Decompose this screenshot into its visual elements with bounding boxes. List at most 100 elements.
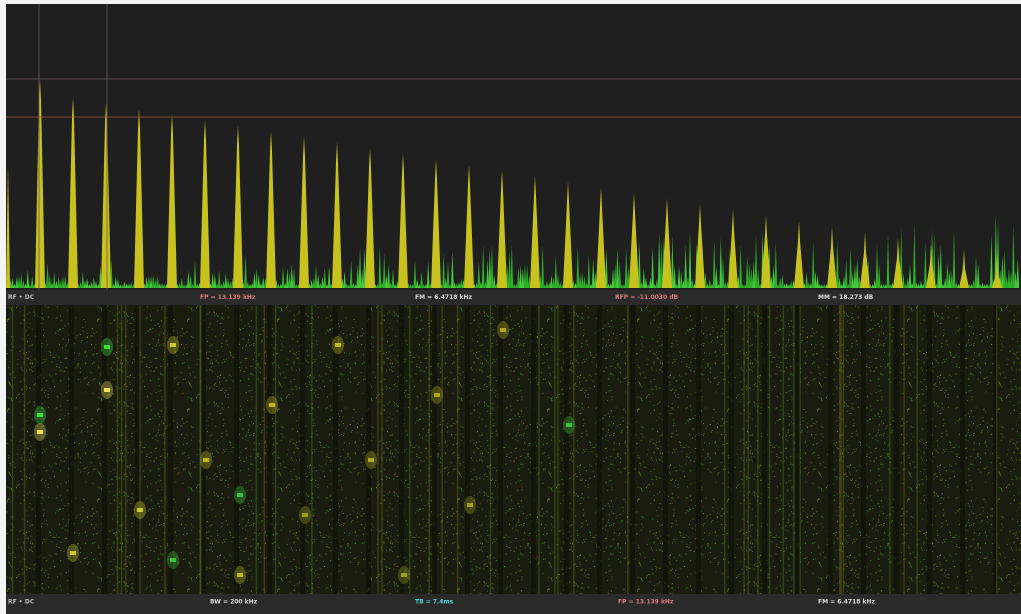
- trace: [538, 305, 540, 594]
- noise-peak: [915, 282, 918, 288]
- stripe: [201, 305, 206, 594]
- noise-peak: [787, 283, 791, 288]
- noise-peak: [976, 264, 980, 288]
- noise-peak: [624, 246, 628, 288]
- harmonic-peak: [794, 220, 804, 288]
- harmonic-peak: [68, 97, 78, 288]
- noise-peak: [585, 282, 588, 288]
- noise-peak: [908, 264, 912, 288]
- status-bar: [6, 290, 1021, 305]
- noise-peak: [657, 232, 661, 288]
- harmonic-peak: [695, 204, 705, 288]
- signal: [335, 343, 341, 347]
- trace: [723, 305, 726, 594]
- noise-peak: [94, 281, 98, 288]
- noise-peak: [512, 283, 516, 288]
- stripe: [498, 305, 503, 594]
- noise-peak: [63, 276, 67, 288]
- noise-peak: [248, 283, 252, 288]
- noise-peak: [426, 261, 430, 288]
- noise-peak: [1005, 274, 1009, 288]
- noise-peak: [954, 282, 958, 288]
- noise-peak: [389, 281, 393, 288]
- noise-peak: [587, 254, 591, 288]
- noise-peak: [684, 244, 687, 288]
- noise-peak: [772, 265, 775, 288]
- noise-peak: [675, 283, 679, 288]
- noise-peak: [281, 266, 285, 288]
- noise-peak: [919, 280, 923, 288]
- trace: [311, 305, 313, 594]
- noise-peak: [486, 259, 489, 288]
- stripe: [795, 305, 800, 594]
- noise-peak: [259, 283, 263, 288]
- harmonic-peak: [728, 209, 738, 288]
- noise-peak: [121, 283, 124, 288]
- trace: [768, 305, 771, 594]
- noise-peak: [46, 263, 49, 288]
- noise-peak: [316, 274, 320, 288]
- noise-peak: [99, 265, 102, 288]
- noise-peak: [906, 277, 910, 288]
- noise-peak: [226, 277, 230, 288]
- stripe: [36, 305, 41, 594]
- noise-peak: [1003, 249, 1006, 288]
- noise-peak: [877, 263, 881, 288]
- noise-peak: [1016, 258, 1020, 288]
- stripe: [234, 305, 239, 594]
- noise-peak: [805, 271, 808, 288]
- noise-peak: [853, 264, 857, 288]
- noise-peak: [721, 257, 725, 288]
- signal: [401, 573, 407, 577]
- status-label: FM = 6.4718 kHz: [415, 294, 473, 301]
- noise-peak: [688, 232, 692, 288]
- noise-peak: [382, 252, 386, 288]
- signal: [467, 503, 473, 507]
- noise-peak: [943, 277, 947, 288]
- noise-peak: [785, 282, 789, 288]
- noise-peak: [457, 282, 461, 288]
- noise-peak: [22, 279, 25, 288]
- noise-peak: [195, 283, 199, 288]
- noise-peak: [118, 283, 122, 288]
- signal: [104, 345, 110, 349]
- stripe: [531, 305, 536, 594]
- noise-peak: [81, 271, 85, 288]
- noise-peak: [849, 246, 852, 288]
- noise-peak: [490, 244, 494, 288]
- noise-peak: [310, 279, 313, 288]
- spectrum-trace: [6, 80, 1020, 289]
- noise-peak: [851, 272, 855, 288]
- noise-peak: [127, 283, 131, 288]
- noise-peak: [583, 275, 586, 288]
- noise-peak: [114, 276, 118, 288]
- harmonic-peak: [497, 170, 507, 288]
- status-label: FM = 6.4718 kHz: [818, 599, 876, 606]
- noise-peak: [279, 283, 283, 288]
- noise-peak: [314, 265, 318, 288]
- noise-peak: [147, 275, 151, 288]
- trace: [23, 305, 26, 594]
- stripe: [465, 305, 470, 594]
- noise-peak: [690, 278, 694, 288]
- noise-peak: [349, 260, 353, 288]
- status-label: TB = 7.4ms: [415, 599, 454, 606]
- noise-peak: [888, 283, 892, 288]
- signal: [37, 413, 43, 417]
- trace: [782, 305, 785, 594]
- signal: [70, 551, 76, 555]
- noise-peak: [448, 283, 452, 288]
- noise-peak: [112, 283, 115, 288]
- noise-peak: [492, 274, 496, 288]
- noise-peak: [620, 283, 624, 288]
- noise-peak: [941, 283, 945, 288]
- noise-peak: [217, 269, 221, 288]
- noise-peak: [145, 276, 148, 288]
- noise-peak: [858, 275, 861, 288]
- noise-peak: [523, 263, 527, 288]
- noise-peak: [393, 283, 397, 288]
- noise-peak: [453, 282, 456, 288]
- noise-peak: [822, 283, 826, 288]
- noise-peak: [345, 283, 349, 288]
- trace: [840, 305, 842, 594]
